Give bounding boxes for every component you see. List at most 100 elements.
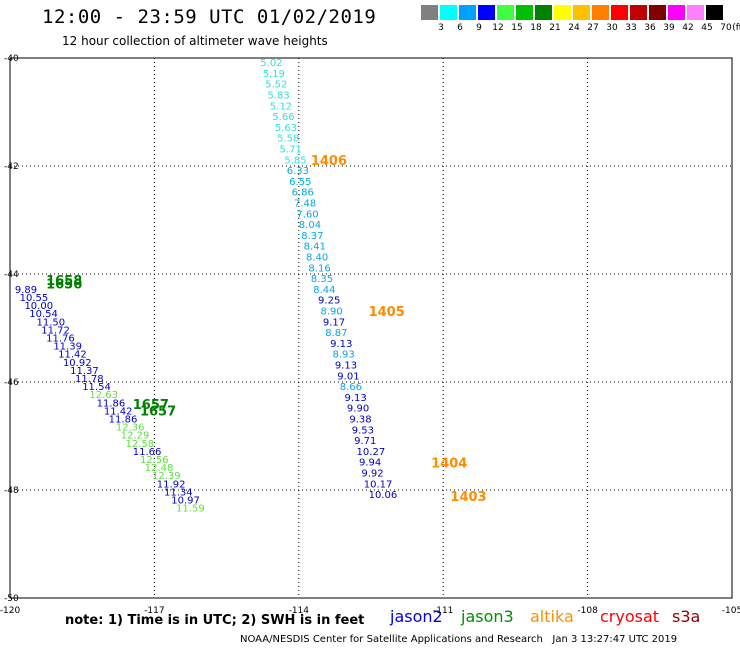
legend-swatch-33 [611, 5, 628, 20]
swh-value: 8.66 [340, 382, 362, 393]
swh-value: 5.71 [280, 145, 302, 156]
swh-value: 5.02 [260, 58, 282, 69]
legend-swatch-45 [687, 5, 704, 20]
swh-value: 10.97 [171, 496, 200, 507]
swh-value: 11.78 [75, 374, 104, 385]
swh-value: 5.66 [272, 112, 294, 123]
legend-label: 6 [457, 23, 463, 33]
swh-value: 8.93 [332, 350, 354, 361]
satellite-name-jason2: jason2 [390, 607, 443, 626]
legend-swatch-12 [478, 5, 495, 20]
swh-value: 9.71 [354, 436, 376, 447]
swh-value: 11.92 [157, 479, 186, 490]
swh-value: 11.54 [82, 382, 111, 393]
swh-value: 11.37 [70, 366, 99, 377]
swh-value: 8.35 [311, 274, 333, 285]
latitude-tick-label: -46 [4, 378, 19, 388]
longitude-tick-label: -108 [577, 606, 598, 616]
swh-value: 9.25 [318, 296, 340, 307]
swh-value: 11.66 [133, 447, 162, 458]
legend-label: 33 [625, 23, 637, 33]
swh-value: 12.58 [126, 439, 155, 450]
swh-value: 7.60 [296, 209, 318, 220]
swh-value: 9.17 [323, 317, 345, 328]
swh-value: 12.63 [89, 390, 118, 401]
legend-swatch-3 [421, 5, 438, 20]
swh-value: 11.72 [41, 325, 70, 336]
legend-swatch-39 [649, 5, 666, 20]
pass-time-label: 1405 [369, 305, 405, 320]
swh-value: 5.12 [270, 101, 292, 112]
legend-label: 42 [682, 23, 694, 33]
legend-label: 21 [549, 23, 561, 33]
swh-value: 8.40 [306, 253, 328, 264]
swh-value: 9.01 [337, 371, 359, 382]
map-frame [9, 57, 733, 599]
swh-value: 12.56 [140, 455, 169, 466]
satellite-name-jason3: jason3 [461, 607, 514, 626]
swh-value: 5.83 [268, 91, 290, 102]
swh-value: 5.58 [277, 134, 299, 145]
swh-value: 10.55 [20, 293, 49, 304]
swh-value: 11.86 [109, 415, 138, 426]
legend-label: 18 [530, 23, 542, 33]
longitude-tick-label: -105 [722, 606, 740, 616]
swh-value: 9.92 [361, 469, 383, 480]
swh-value: 12.48 [145, 463, 174, 474]
swh-value: 8.90 [320, 307, 342, 318]
swh-value: 6.33 [287, 166, 309, 177]
legend-swatch-27 [573, 5, 590, 20]
swh-value: 9.90 [347, 404, 369, 415]
swh-value: 5.85 [284, 155, 306, 166]
legend-label: 27 [587, 23, 599, 33]
longitude-tick-label: -120 [0, 606, 20, 616]
satellite-name-s3a: s3a [672, 607, 701, 626]
swh-value: 8.04 [299, 220, 321, 231]
swh-value: 10.27 [357, 447, 386, 458]
swh-value: 10.92 [63, 358, 92, 369]
pass-time-label: 1657 [140, 404, 176, 419]
legend-label: 30 [606, 23, 618, 33]
legend-swatch-70 [706, 5, 723, 20]
longitude-tick-label: -114 [289, 606, 310, 616]
legend-label: 45 [701, 23, 713, 33]
latitude-tick-label: -48 [4, 486, 19, 496]
legend-unit: (ft) [732, 23, 740, 33]
latitude-tick-label: -44 [4, 270, 19, 280]
map-title: 12:00 - 23:59 UTC 01/02/2019 [42, 6, 377, 28]
swh-value: 8.37 [301, 231, 323, 242]
swh-value: 7.48 [294, 199, 316, 210]
longitude-tick-label: -117 [144, 606, 164, 616]
swh-value: 12.36 [116, 423, 145, 434]
swh-value: 8.87 [325, 328, 347, 339]
map-subtitle: 12 hour collection of altimeter wave hei… [62, 34, 328, 48]
satellite-name-altika: altika [530, 607, 574, 626]
satellite-name-cryosat: cryosat [600, 607, 660, 626]
pass-time-label: 1403 [450, 490, 486, 505]
footer-note: note: 1) Time is in UTC; 2) SWH is in fe… [65, 613, 365, 628]
swh-value: 5.19 [263, 69, 285, 80]
swh-value: 8.44 [313, 285, 335, 296]
swh-value: 5.52 [265, 80, 287, 91]
credit-text: NOAA/NESDIS Center for Satellite Applica… [240, 634, 543, 645]
swh-value: 9.13 [330, 339, 352, 350]
swh-value: 9.13 [345, 393, 367, 404]
swh-value: 11.59 [176, 504, 205, 515]
swh-value: 11.42 [58, 350, 87, 361]
swh-value: 10.54 [29, 309, 58, 320]
swh-value: 11.42 [104, 406, 133, 417]
swh-value: 6.86 [292, 188, 314, 199]
swh-value: 8.41 [304, 242, 326, 253]
longitude-tick-label: -111 [433, 606, 453, 616]
swh-value: 9.53 [352, 425, 374, 436]
swh-value: 9.94 [359, 458, 381, 469]
legend-swatch-15 [497, 5, 514, 20]
swh-value: 12.29 [121, 431, 150, 442]
latitude-tick-label: -42 [4, 162, 19, 172]
legend-swatch-18 [516, 5, 533, 20]
pass-time-label: 1656 [46, 278, 82, 293]
latitude-tick-label: -40 [4, 54, 19, 64]
legend-swatch-36 [630, 5, 647, 20]
swh-value: 11.39 [53, 342, 82, 353]
